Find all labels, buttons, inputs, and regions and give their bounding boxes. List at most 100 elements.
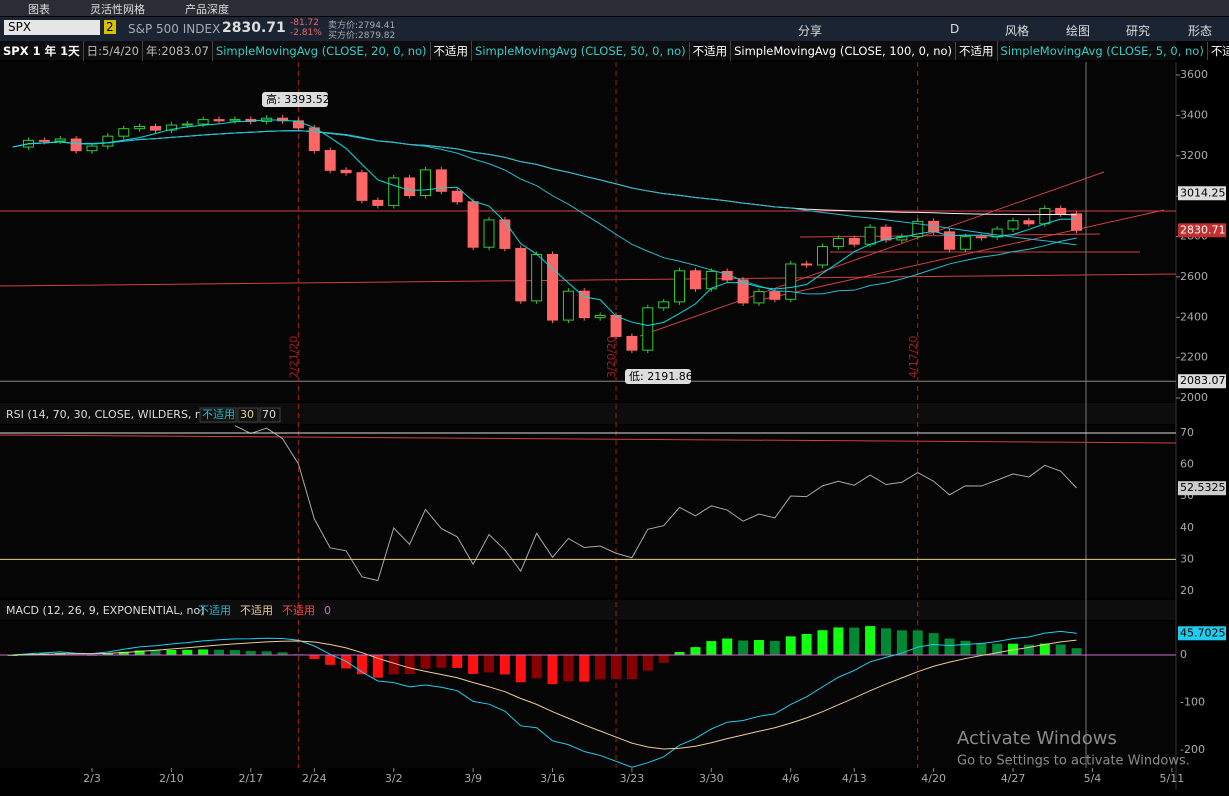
x-tick-label: 4/27	[1001, 772, 1026, 785]
candle	[86, 145, 98, 152]
histogram-bar	[690, 647, 701, 655]
change: -81.72	[290, 18, 320, 28]
y-tick-label: 3400	[1180, 108, 1208, 121]
study-label[interactable]: 日:5/4/20	[84, 41, 143, 61]
high-label: 高: 3393.52	[266, 92, 330, 106]
histogram-bar	[150, 650, 161, 655]
study-label[interactable]: 不适用	[956, 41, 998, 61]
y-tick-label: 60	[1180, 458, 1194, 471]
study-label[interactable]: SimpleMovingAvg (CLOSE, 20, 0, no)	[213, 42, 431, 60]
histogram-bar	[245, 650, 256, 655]
x-tick-label: 3/16	[540, 772, 565, 785]
histogram-bar	[214, 649, 225, 655]
histogram-bar	[992, 643, 1003, 655]
candle	[848, 238, 860, 245]
study-label[interactable]: SimpleMovingAvg (CLOSE, 50, 0, no)	[472, 42, 690, 60]
button[interactable]: 研究	[1126, 24, 1151, 38]
candle	[816, 246, 828, 266]
study-label[interactable]: 不适用	[431, 41, 473, 61]
button[interactable]: 绘图	[1066, 24, 1091, 38]
histogram-bar	[722, 638, 733, 655]
candle	[451, 190, 463, 203]
study-label[interactable]: SimpleMovingAvg (CLOSE, 100, 0, no)	[731, 42, 957, 60]
y-tick-label: 2400	[1180, 310, 1208, 323]
histogram-bar	[674, 651, 685, 655]
y-tick-label: 70	[1180, 426, 1194, 439]
tag: 70	[262, 408, 276, 421]
tag: 30	[240, 408, 254, 421]
candle	[801, 263, 813, 266]
candle	[404, 177, 416, 197]
candle	[213, 119, 225, 122]
histogram-bar	[912, 630, 923, 655]
candle	[562, 290, 574, 321]
candle	[944, 231, 956, 250]
histogram-bar	[102, 653, 113, 655]
candle	[864, 226, 876, 245]
axis-marker-bg	[1178, 223, 1226, 238]
study-label[interactable]: SPX 1 年 1天	[0, 41, 84, 61]
y-tick-label: 40	[1180, 521, 1194, 534]
candle	[324, 150, 336, 171]
tab-bar: 图表 灵活性网格 产品深度	[0, 0, 1229, 16]
candle	[721, 270, 733, 281]
candle	[435, 169, 447, 192]
histogram-bar	[229, 650, 240, 655]
tab[interactable]: 产品深度	[185, 3, 229, 16]
rsi-panel	[0, 425, 1176, 598]
histogram-bar	[484, 655, 494, 673]
candle	[54, 138, 66, 142]
symbol-box[interactable]: SPX	[4, 20, 100, 35]
y-tick-label: 2200	[1180, 351, 1208, 364]
low-label: 低: 2191.86	[629, 370, 693, 383]
candle	[832, 238, 844, 248]
button[interactable]: 形态	[1188, 24, 1213, 38]
button[interactable]: D	[950, 22, 960, 36]
study-label[interactable]: 不适用	[1208, 41, 1229, 61]
tag-bg	[199, 407, 237, 423]
button[interactable]: 分享	[798, 24, 823, 38]
histogram-bar	[420, 655, 431, 669]
toolbar: SPX 2 S&P 500 INDEX 2830.71 -81.72 -2.81…	[0, 17, 1229, 41]
tag: 不适用	[202, 408, 235, 421]
candle	[594, 314, 606, 319]
link[interactable]: 2	[104, 20, 116, 34]
candle	[753, 291, 765, 304]
y-tick-label: 3600	[1180, 68, 1208, 81]
histogram-bar	[134, 650, 145, 655]
histogram-bar	[833, 627, 844, 655]
candle	[118, 128, 130, 137]
histogram-bar	[499, 655, 510, 675]
study-label[interactable]: 年:2083.07	[143, 41, 213, 61]
candle	[531, 253, 543, 302]
candle	[483, 219, 495, 248]
histogram-bar	[801, 633, 812, 655]
histogram-bar	[817, 630, 828, 655]
x-tick-label: 3/30	[699, 772, 724, 785]
axis-marker-bg	[1178, 626, 1226, 641]
histogram-bar	[547, 655, 558, 685]
sma-5	[12, 119, 1077, 327]
name: S&P 500 INDEX	[128, 22, 221, 36]
histogram-bar	[118, 651, 129, 655]
candle	[181, 123, 193, 126]
tab[interactable]: 灵活性网格	[90, 3, 145, 16]
x-tick-label: 2/10	[159, 772, 184, 785]
histogram-bar	[1008, 643, 1019, 655]
study-label[interactable]: 不适用	[690, 41, 732, 61]
candle	[229, 118, 241, 122]
watermark: Go to Settings to activate Windows.	[957, 754, 1190, 769]
histogram-bar	[182, 649, 193, 655]
study-label[interactable]: SimpleMovingAvg (CLOSE, 5, 0, no)	[998, 42, 1208, 60]
tag: 不适用	[240, 604, 273, 617]
button[interactable]: 风格	[1005, 24, 1030, 38]
candle	[1039, 207, 1051, 225]
candle	[1023, 220, 1035, 225]
x-tick-label: 2/3	[83, 772, 101, 785]
histogram-bar	[579, 655, 590, 682]
y-tick-label: 0	[1180, 648, 1187, 661]
candle	[1071, 213, 1083, 231]
tag: 0	[324, 604, 331, 617]
tab[interactable]: 图表	[28, 3, 50, 16]
histogram-bar	[1071, 648, 1082, 655]
